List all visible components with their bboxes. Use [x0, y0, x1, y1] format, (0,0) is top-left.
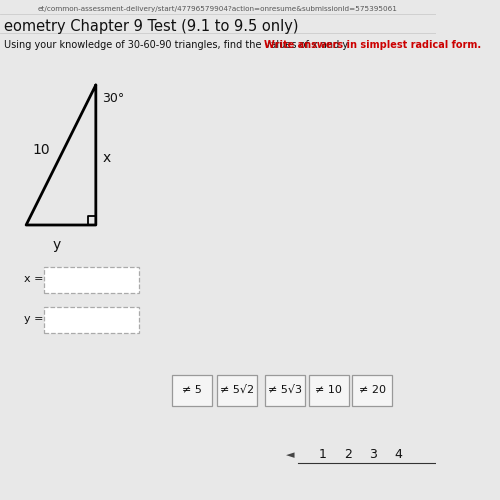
Text: Write answers in simplest radical form.: Write answers in simplest radical form. — [264, 40, 481, 50]
Text: 10: 10 — [32, 143, 50, 157]
Text: ≠ 5: ≠ 5 — [182, 385, 202, 395]
Text: ≠ 10: ≠ 10 — [316, 385, 342, 395]
FancyBboxPatch shape — [218, 374, 258, 406]
Text: 3: 3 — [369, 448, 377, 462]
Text: ≠ 5√3: ≠ 5√3 — [268, 385, 302, 395]
Text: ≠ 5√2: ≠ 5√2 — [220, 385, 254, 395]
FancyBboxPatch shape — [44, 266, 140, 292]
Text: y =: y = — [24, 314, 44, 324]
Text: Using your knowledge of 30-60-90 triangles, find the values of x and y.: Using your knowledge of 30-60-90 triangl… — [4, 40, 350, 50]
Text: 4: 4 — [394, 448, 402, 462]
FancyBboxPatch shape — [309, 374, 349, 406]
FancyBboxPatch shape — [44, 306, 140, 332]
Text: eometry Chapter 9 Test (9.1 to 9.5 only): eometry Chapter 9 Test (9.1 to 9.5 only) — [4, 19, 299, 34]
FancyBboxPatch shape — [352, 374, 393, 406]
Text: et/common-assessment-delivery/start/47796579904?action=onresume&submissionId=575: et/common-assessment-delivery/start/4779… — [38, 6, 398, 12]
FancyBboxPatch shape — [265, 374, 306, 406]
Text: 2: 2 — [344, 448, 351, 462]
Text: 30°: 30° — [102, 92, 124, 106]
Text: x =: x = — [24, 274, 44, 284]
Text: x: x — [102, 150, 110, 164]
Text: ≠ 20: ≠ 20 — [359, 385, 386, 395]
Text: ◄: ◄ — [286, 450, 294, 460]
Text: y: y — [52, 238, 60, 252]
Text: 1: 1 — [318, 448, 326, 462]
FancyBboxPatch shape — [172, 374, 211, 406]
